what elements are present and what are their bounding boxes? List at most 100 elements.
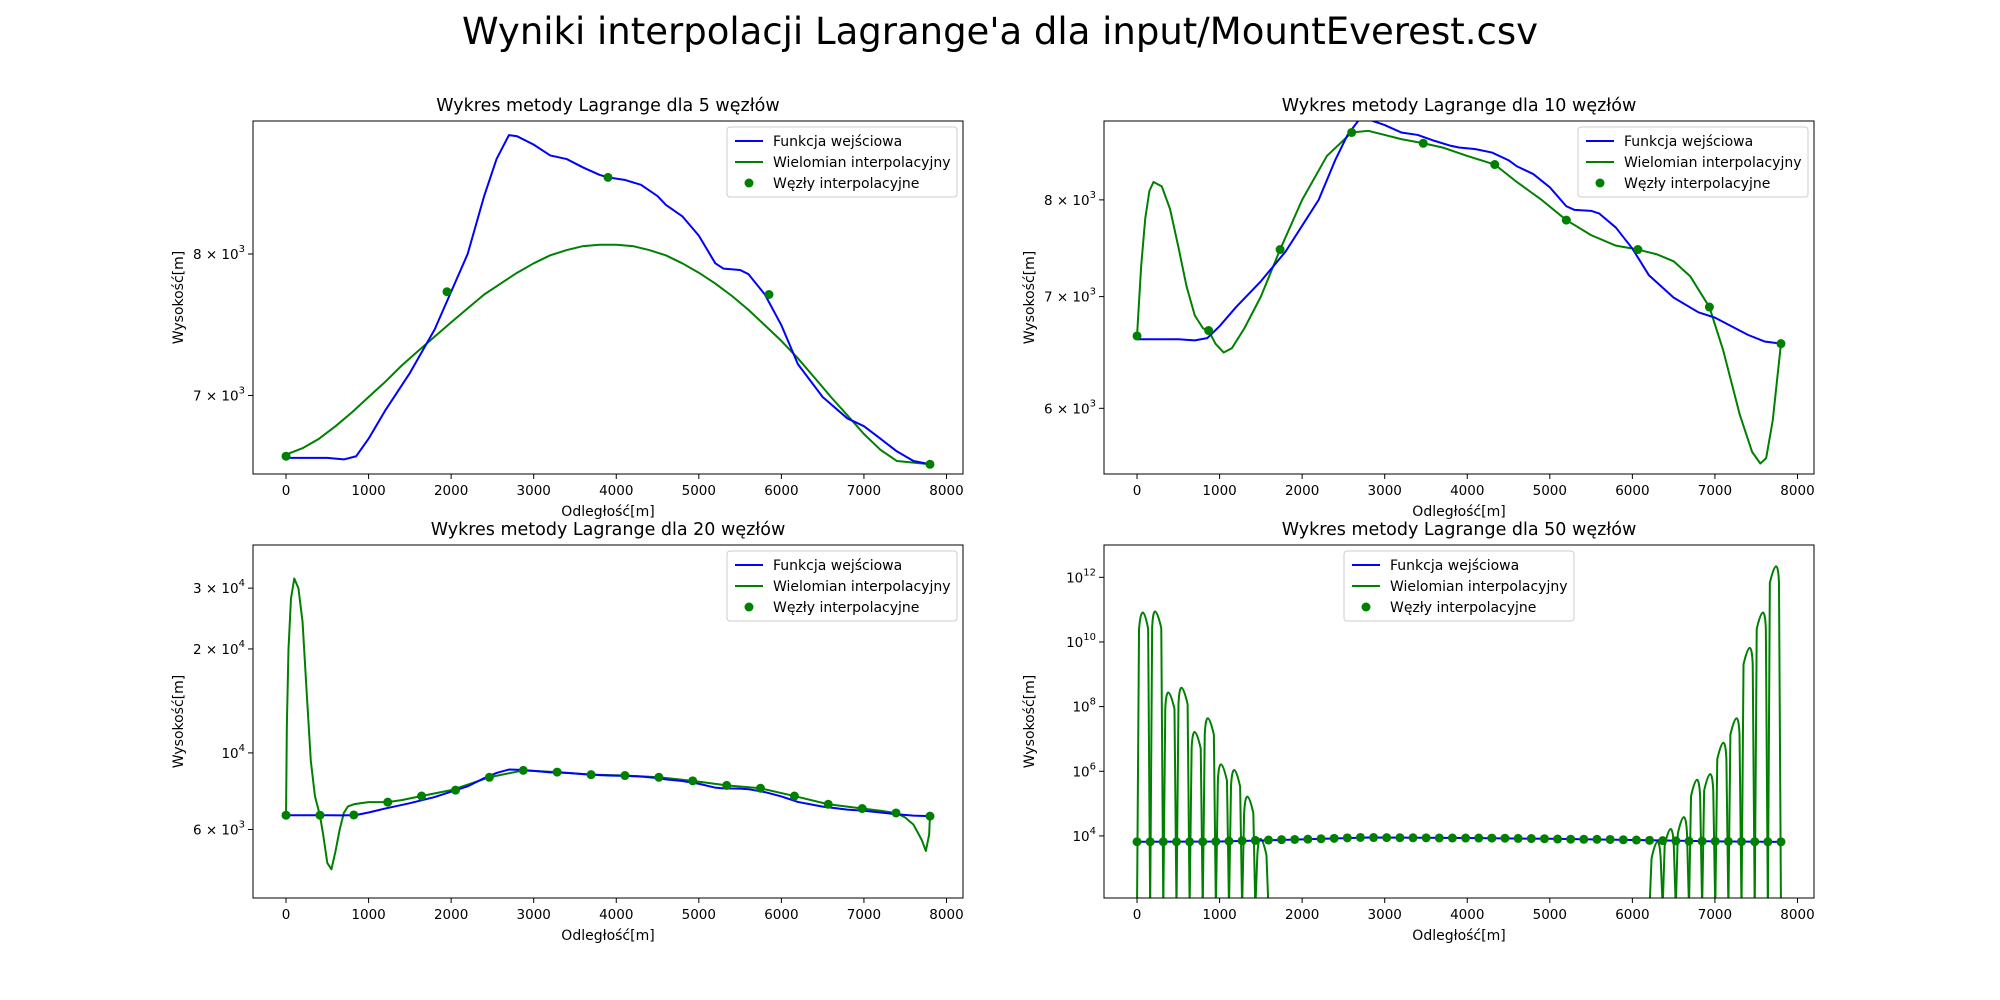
x-tick-label: 5000	[682, 907, 716, 923]
interpolation-node	[1434, 833, 1444, 843]
interpolation-node	[891, 808, 901, 818]
interpolation-node	[789, 791, 799, 801]
legend-label: Węzły interpolacyjne	[773, 176, 919, 192]
subplot-title: Wykres metody Lagrange dla 50 węzłów	[1282, 520, 1637, 540]
interpolation-node	[1132, 331, 1142, 341]
y-tick-label: 1010	[1066, 632, 1096, 651]
x-tick-label: 2000	[1285, 907, 1319, 923]
x-tick-label: 3000	[1368, 907, 1402, 923]
x-tick-label: 0	[1133, 907, 1142, 923]
x-tick-label: 1000	[351, 483, 385, 499]
polynomial-spike	[1254, 837, 1270, 898]
interpolation-node	[620, 771, 630, 781]
legend-label: Funkcja wejściowa	[773, 558, 902, 574]
polynomial-spike	[1215, 763, 1230, 898]
polynomial-spike	[1162, 691, 1178, 898]
polynomial-spike	[1688, 778, 1703, 898]
interpolation-node	[1185, 837, 1195, 847]
subplot-4: Wykres metody Lagrange dla 50 węzłów 0 100…	[1022, 520, 1815, 944]
y-axis-label: Wysokość[m]	[171, 251, 187, 344]
interpolation-node	[1618, 835, 1628, 845]
interpolation-node	[383, 797, 393, 807]
legend-box	[726, 550, 958, 622]
subplot-2: Wykres metody Lagrange dla 10 węzłów 0 100…	[1022, 96, 1815, 520]
interpolation-node	[1763, 837, 1773, 847]
interpolation-node	[1145, 837, 1155, 847]
interpolation-node	[1342, 833, 1352, 843]
interpolation-node	[1487, 833, 1497, 843]
x-axis-label: Odległość[m]	[561, 928, 654, 944]
polynomial-spike	[1228, 769, 1243, 898]
x-tick-label: 3000	[1368, 483, 1402, 499]
plot-area	[281, 577, 935, 871]
axes-frame	[1103, 544, 1815, 899]
interpolation-node	[1395, 833, 1405, 843]
subplot-title: Wykres metody Lagrange dla 20 węzłów	[431, 520, 786, 540]
x-tick-label: 0	[282, 483, 291, 499]
x-tick-label: 5000	[1533, 907, 1567, 923]
legend-label: Wielomian interpolacyjny	[773, 155, 951, 171]
x-tick-label: 8000	[929, 483, 963, 499]
interpolation-node	[1158, 837, 1168, 847]
x-tick-label: 3000	[517, 907, 551, 923]
legend-label: Węzły interpolacyjne	[1624, 176, 1770, 192]
interpolation-node	[755, 783, 765, 793]
interpolation-node	[1275, 245, 1285, 255]
legend-label: Węzły interpolacyjne	[773, 600, 919, 616]
x-tick-label: 6000	[764, 907, 798, 923]
interpolation-node	[552, 767, 562, 777]
legend-box	[1577, 126, 1809, 198]
x-tick-label: 7000	[1698, 907, 1732, 923]
function-line	[1137, 836, 1781, 843]
interpolation-node	[442, 287, 452, 297]
interpolation-node	[857, 804, 867, 814]
interpolation-node	[1561, 215, 1571, 225]
interpolation-node	[1684, 836, 1694, 846]
interpolation-node	[1263, 835, 1273, 845]
x-tick-label: 2000	[434, 907, 468, 923]
interpolation-node	[925, 811, 935, 821]
interpolation-node	[1539, 834, 1549, 844]
interpolation-node	[823, 799, 833, 809]
interpolation-node	[1347, 127, 1357, 137]
interpolation-node	[925, 459, 935, 469]
legend-label: Wielomian interpolacyjny	[1390, 579, 1568, 595]
x-tick-label: 1000	[351, 907, 385, 923]
subplot-3: Wykres metody Lagrange dla 20 węzłów 0 100…	[171, 520, 964, 944]
legend-label: Węzły interpolacyjne	[1390, 600, 1536, 616]
interpolation-node	[1461, 833, 1471, 843]
legend-label: Funkcja wejściowa	[773, 134, 902, 150]
interpolation-node	[1447, 833, 1457, 843]
legend: Funkcja wejściowa Wielomian interpolacyjn…	[1577, 126, 1809, 198]
interpolation-node	[1723, 836, 1733, 846]
interpolation-node	[1737, 837, 1747, 847]
interpolation-node	[315, 810, 325, 820]
x-tick-label: 4000	[599, 483, 633, 499]
interpolation-node	[1211, 837, 1221, 847]
legend-label: Wielomian interpolacyjny	[1624, 155, 1802, 171]
interpolation-node	[1710, 836, 1720, 846]
function-line	[1137, 121, 1782, 345]
subplot-title: Wykres metody Lagrange dla 5 węzłów	[436, 96, 779, 116]
interpolation-node	[1671, 836, 1681, 846]
legend: Funkcja wejściowa Wielomian interpolacyjn…	[726, 126, 958, 198]
legend-nodes-swatch	[1595, 178, 1605, 188]
polynomial-line	[285, 577, 931, 871]
interpolation-node	[654, 772, 664, 782]
interpolation-node	[281, 810, 291, 820]
x-tick-label: 4000	[1450, 907, 1484, 923]
x-tick-label: 6000	[1615, 483, 1649, 499]
axes-frame	[252, 544, 964, 899]
interpolation-node	[1171, 837, 1181, 847]
y-tick-label: 104	[221, 743, 245, 762]
legend-nodes-swatch	[744, 602, 754, 612]
y-tick-label: 8 × 103	[1044, 190, 1096, 209]
polynomial-spike	[1149, 610, 1165, 898]
interpolation-node	[518, 765, 528, 775]
axes-frame	[252, 120, 964, 475]
polynomial-spike	[1714, 741, 1730, 898]
polynomial-spike	[1766, 565, 1782, 898]
legend-box	[726, 126, 958, 198]
x-tick-label: 1000	[1202, 907, 1236, 923]
interpolation-node	[1490, 160, 1500, 170]
